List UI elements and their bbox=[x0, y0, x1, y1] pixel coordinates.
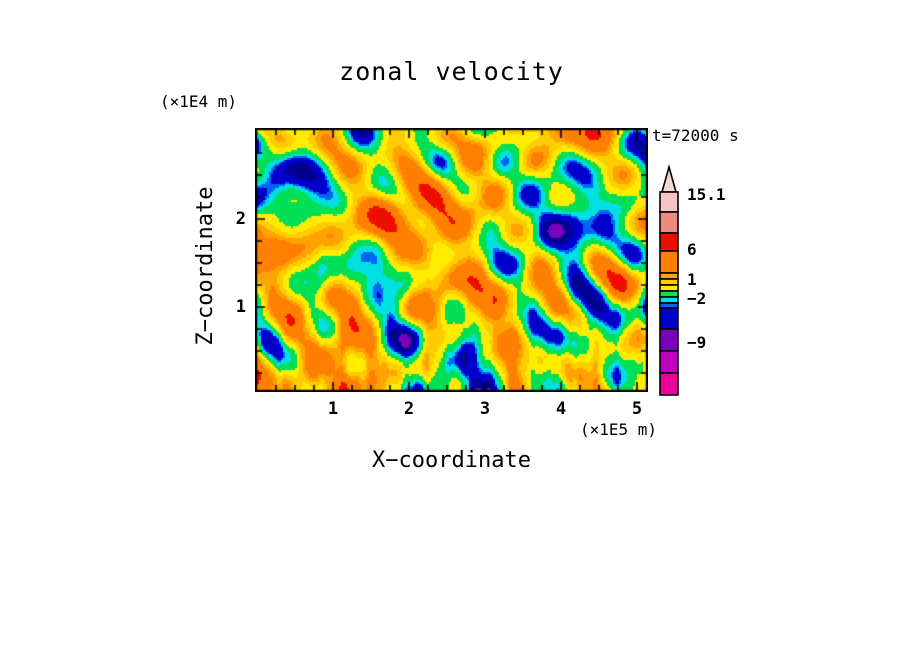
colorbar-segment bbox=[659, 250, 679, 274]
colorbar bbox=[659, 164, 679, 396]
x-tick-label: 1 bbox=[327, 399, 339, 419]
z-tick-label: 2 bbox=[235, 209, 246, 229]
colorbar-segment bbox=[659, 290, 679, 298]
time-annotation: t=72000 s bbox=[652, 126, 739, 145]
x-axis-title: X−coordinate bbox=[372, 448, 531, 473]
x-tick-label: 2 bbox=[403, 399, 415, 419]
colorbar-overflow-arrow-icon bbox=[660, 164, 678, 193]
colorbar-segment bbox=[659, 278, 679, 286]
z-axis-unit-label: (×1E4 m) bbox=[160, 92, 238, 111]
colorbar-segment bbox=[659, 232, 679, 252]
z-axis-title: Z−coordinate bbox=[193, 186, 218, 346]
colorbar-tick-label: −2 bbox=[687, 289, 707, 308]
colorbar-segment bbox=[659, 296, 679, 304]
colorbar-segment bbox=[659, 350, 679, 374]
colorbar-segment bbox=[659, 191, 679, 213]
z-tick-label: 1 bbox=[235, 297, 246, 317]
colorbar-tick-label: 1 bbox=[687, 270, 697, 289]
x-tick-label: 3 bbox=[479, 399, 491, 419]
colorbar-tick-label: 15.1 bbox=[687, 185, 726, 204]
colorbar-segment bbox=[659, 284, 679, 292]
colorbar-tick-label: 6 bbox=[687, 240, 697, 259]
x-axis-unit-label: (×1E5 m) bbox=[579, 420, 657, 439]
colorbar-segment bbox=[659, 272, 679, 280]
colorbar-tick-label: −9 bbox=[687, 333, 707, 352]
colorbar-segment bbox=[659, 211, 679, 234]
colorbar-segment bbox=[659, 372, 679, 396]
colorbar-segment bbox=[659, 307, 679, 330]
plot-title: zonal velocity bbox=[339, 57, 564, 86]
x-tick-label: 4 bbox=[555, 399, 567, 419]
contour-field-canvas bbox=[255, 128, 648, 392]
colorbar-segment bbox=[659, 328, 679, 352]
x-tick-label: 5 bbox=[631, 399, 643, 419]
